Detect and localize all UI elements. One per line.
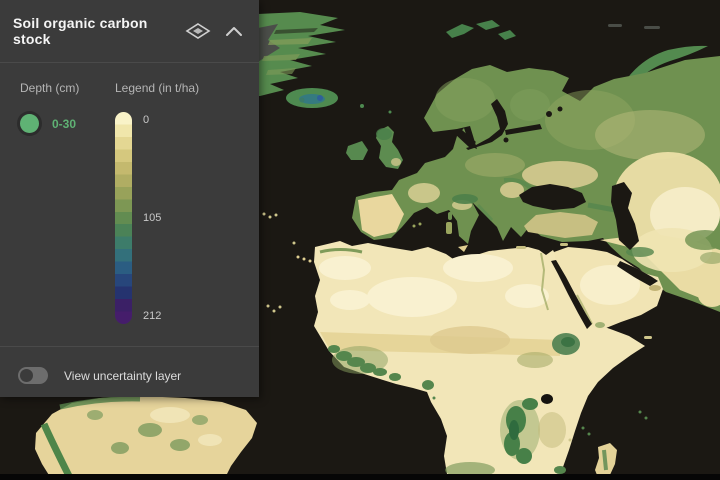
panel-title: Soil organic carbon stock [13,15,148,47]
diamond-layer-icon[interactable] [185,22,211,40]
iceland [286,88,338,108]
legend-tick-min: 0 [143,114,150,126]
collapse-up-icon[interactable] [225,26,243,37]
legend-gradient-bar [115,112,132,324]
depth-radio-0-30[interactable] [20,114,39,133]
panel-header: Soil organic carbon stock [0,0,259,63]
uncertainty-toggle-knob [20,369,33,382]
island-dots [262,212,652,442]
novaya-zemlya [626,45,708,83]
seas [551,260,658,329]
depth-section-label: Depth (cm) [20,81,80,95]
british-isles [346,104,403,169]
madagascar-island [595,443,617,480]
mediterranean-islands [412,212,568,252]
layer-panel: Soil organic carbon stock Depth (cm) [0,0,259,397]
legend-section-label: Legend (in t/ha) [115,81,200,95]
arctic-islands [446,20,660,40]
panel-divider [0,346,259,347]
uncertainty-toggle[interactable] [18,367,48,384]
map-letterbox [0,474,720,480]
legend-tick-max: 212 [143,310,162,322]
legend-ticks: 0 105 212 [143,112,183,324]
africa-landmass [314,241,645,478]
south-america-landmass [35,396,257,480]
depth-radio-label: 0-30 [52,116,77,131]
uncertainty-toggle-label: View uncertainty layer [64,368,182,383]
europe-russia-landmass [352,56,720,312]
greenland [258,12,345,96]
legend-tick-mid: 105 [143,212,162,224]
